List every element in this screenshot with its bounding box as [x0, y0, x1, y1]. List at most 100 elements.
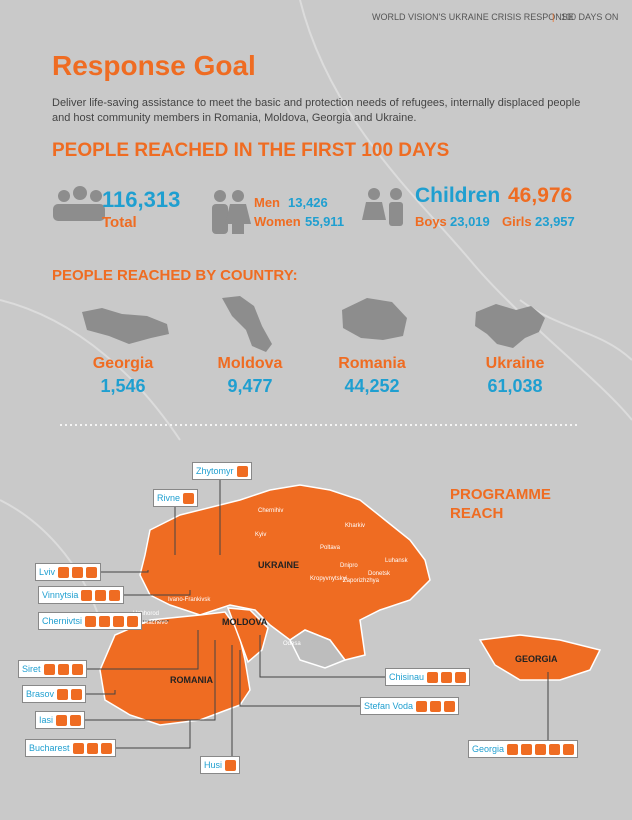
service-icon: [100, 742, 112, 754]
service-icon: [72, 742, 84, 754]
city-label: Chernihiv: [258, 508, 284, 514]
service-icon: [427, 671, 439, 683]
service-icon: [535, 743, 547, 755]
country-value: 44,252: [344, 376, 400, 396]
country-name: Moldova: [217, 355, 283, 372]
service-icon: [58, 566, 70, 578]
location-box: Stefan Voda: [360, 697, 460, 715]
service-icon: [113, 615, 125, 627]
callout-line: [259, 635, 410, 678]
men-value: 13,426: [288, 195, 328, 210]
service-icon: [71, 663, 83, 675]
service-icon: [549, 743, 561, 755]
country-value: 1,546: [100, 376, 146, 396]
women-value: 55,911: [305, 214, 345, 229]
service-icon: [236, 465, 248, 477]
country-name: Ukraine: [485, 355, 545, 372]
location-name: Vinnytsia: [42, 590, 79, 600]
service-icon: [109, 589, 121, 601]
people-icons: [53, 186, 403, 234]
service-icon: [43, 663, 55, 675]
service-icon: [86, 742, 98, 754]
service-icon: [57, 663, 69, 675]
service-icon: [441, 671, 453, 683]
city-label: Poltava: [320, 545, 341, 551]
callout-line: [493, 672, 549, 750]
service-icon: [71, 688, 83, 700]
children-value: 46,976: [508, 184, 573, 207]
location-name: Stefan Voda: [364, 701, 414, 711]
callout-line: [60, 640, 216, 721]
service-icon: [56, 714, 68, 726]
country-silhouettes: [82, 296, 545, 352]
location-name: Rivne: [157, 493, 181, 503]
city-label: Ivano-Frankivsk: [168, 597, 211, 603]
total-label: Total: [102, 214, 137, 231]
service-icon: [85, 615, 97, 627]
location-name: Chernivtsi: [42, 616, 83, 626]
callout-line: [43, 630, 199, 670]
service-icon: [507, 743, 519, 755]
girls-label: Girls: [502, 214, 532, 229]
location-name: Siret: [22, 664, 41, 674]
girls-value: 23,957: [535, 214, 575, 229]
location-name: Chisinau: [389, 672, 425, 682]
map-country-label: UKRAINE: [258, 560, 300, 570]
location-box: Chisinau: [385, 668, 471, 686]
country-name: Romania: [338, 355, 406, 372]
men-label: Men: [254, 195, 280, 210]
service-icon: [72, 566, 84, 578]
map-country-label: ROMANIA: [170, 675, 213, 685]
reached-heading: PEOPLE REACHED IN THE FIRST 100 DAYS: [52, 140, 450, 161]
header-report: WORLD VISION'S UKRAINE CRISIS RESPONSE: [372, 12, 574, 22]
header-divider: |: [552, 12, 555, 22]
location-box: Bucharest: [25, 739, 116, 757]
location-box: Zhytomyr: [192, 462, 252, 480]
boys-label: Boys: [415, 214, 447, 229]
city-label: Mukachevo: [137, 620, 168, 626]
service-icon: [127, 615, 139, 627]
service-icon: [521, 743, 533, 755]
location-box: Chernivtsi: [38, 612, 143, 630]
location-name: Lviv: [39, 567, 56, 577]
total-value: 116,313: [102, 187, 181, 212]
service-icon: [70, 714, 82, 726]
map-country-label: MOLDOVA: [222, 617, 268, 627]
service-icon: [95, 589, 107, 601]
location-box: Siret: [18, 660, 87, 678]
location-box: Husi: [200, 756, 241, 774]
service-icon: [455, 671, 467, 683]
location-name: Brasov: [26, 689, 55, 699]
city-label: Kyiv: [255, 532, 267, 538]
women-label: Women: [254, 214, 301, 229]
header-period: 100 DAYS ON: [561, 12, 619, 22]
city-label: Odesa: [283, 641, 301, 647]
description: Deliver life-saving assistance to meet t…: [52, 97, 581, 124]
location-name: Husi: [204, 760, 223, 770]
map-countries: [99, 484, 602, 726]
service-icon: [430, 700, 442, 712]
service-icon: [81, 589, 93, 601]
city-label: Zaporizhzhya: [343, 578, 380, 584]
service-icon: [86, 566, 98, 578]
location-box: Brasov: [22, 685, 87, 703]
location-name: Bucharest: [29, 743, 70, 753]
location-name: Georgia: [472, 744, 505, 754]
country-name: Georgia: [92, 355, 154, 372]
callout-line: [239, 650, 385, 707]
city-label: Dnipro: [340, 563, 358, 569]
location-name: Iasi: [39, 715, 54, 725]
boys-value: 23,019: [450, 214, 490, 229]
title: Response Goal: [52, 50, 256, 81]
service-icon: [57, 688, 69, 700]
location-name: Zhytomyr: [196, 466, 234, 476]
by-country-heading: PEOPLE REACHED BY COUNTRY:: [52, 267, 298, 284]
location-box: Lviv: [35, 563, 102, 581]
children-label: Children: [415, 184, 501, 207]
city-label: Donetsk: [368, 571, 391, 577]
service-icon: [99, 615, 111, 627]
service-icon: [183, 492, 195, 504]
city-label: Kropyvnytskyi: [310, 576, 348, 582]
